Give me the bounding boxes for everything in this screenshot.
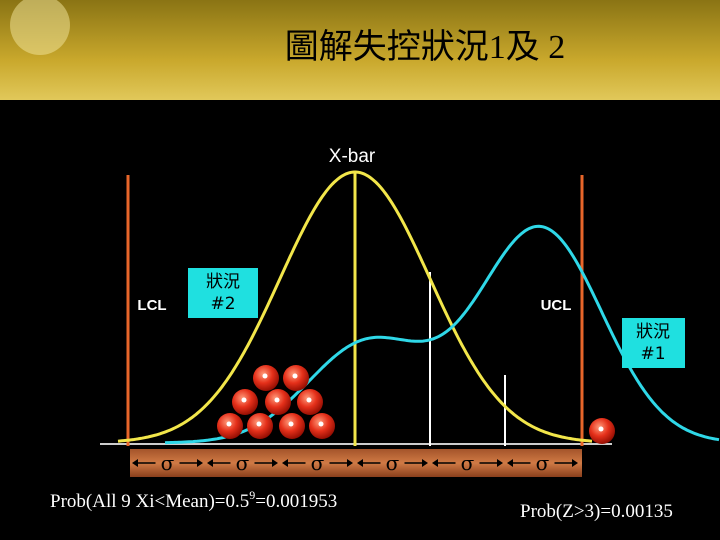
- sample-highlight: [274, 397, 280, 403]
- sigma-label: σ: [236, 451, 250, 475]
- sigma-label: σ: [386, 451, 400, 475]
- sample-highlight: [226, 421, 232, 427]
- callout-text: #2: [210, 294, 235, 314]
- normal-curve: [117, 170, 593, 443]
- formula-part: =0.001953: [255, 491, 337, 512]
- sample-highlight: [262, 373, 268, 379]
- callout-box: [622, 318, 685, 368]
- sample-highlight: [598, 426, 604, 432]
- callout-text: 狀況: [206, 272, 240, 292]
- sigma-bar: [130, 449, 582, 477]
- title-banner: [0, 0, 720, 100]
- sigma-label: σ: [461, 451, 475, 475]
- callout-text: 狀況: [636, 322, 670, 342]
- sample-highlight: [306, 397, 312, 403]
- sample-highlight: [241, 397, 247, 403]
- sample-highlight: [288, 421, 294, 427]
- ucl-label: UCL: [541, 297, 572, 314]
- callout-box: [188, 268, 258, 318]
- formula-part: Prob(All 9 Xi<Mean)=0.5: [50, 491, 249, 512]
- formula: Prob(All 9 Xi<Mean)=0.59=0.001953: [50, 488, 337, 512]
- sigma-label: σ: [311, 451, 325, 475]
- callout-text: #1: [640, 344, 665, 364]
- formula-exponent: 9: [249, 488, 255, 502]
- sigma-label: σ: [536, 451, 550, 475]
- sigma-label: σ: [161, 451, 175, 475]
- sample-highlight: [292, 373, 298, 379]
- xbar-label: X-bar: [329, 146, 376, 167]
- formula: Prob(Z>3)=0.00135: [520, 501, 673, 522]
- formula-part: Prob(Z>3)=0.00135: [520, 501, 673, 522]
- banner-decoration: [10, 0, 70, 55]
- sample-highlight: [256, 421, 262, 427]
- sample-highlight: [318, 421, 324, 427]
- lcl-label: LCL: [137, 297, 166, 314]
- slide-title: 圖解失控狀況1及 2: [285, 28, 566, 66]
